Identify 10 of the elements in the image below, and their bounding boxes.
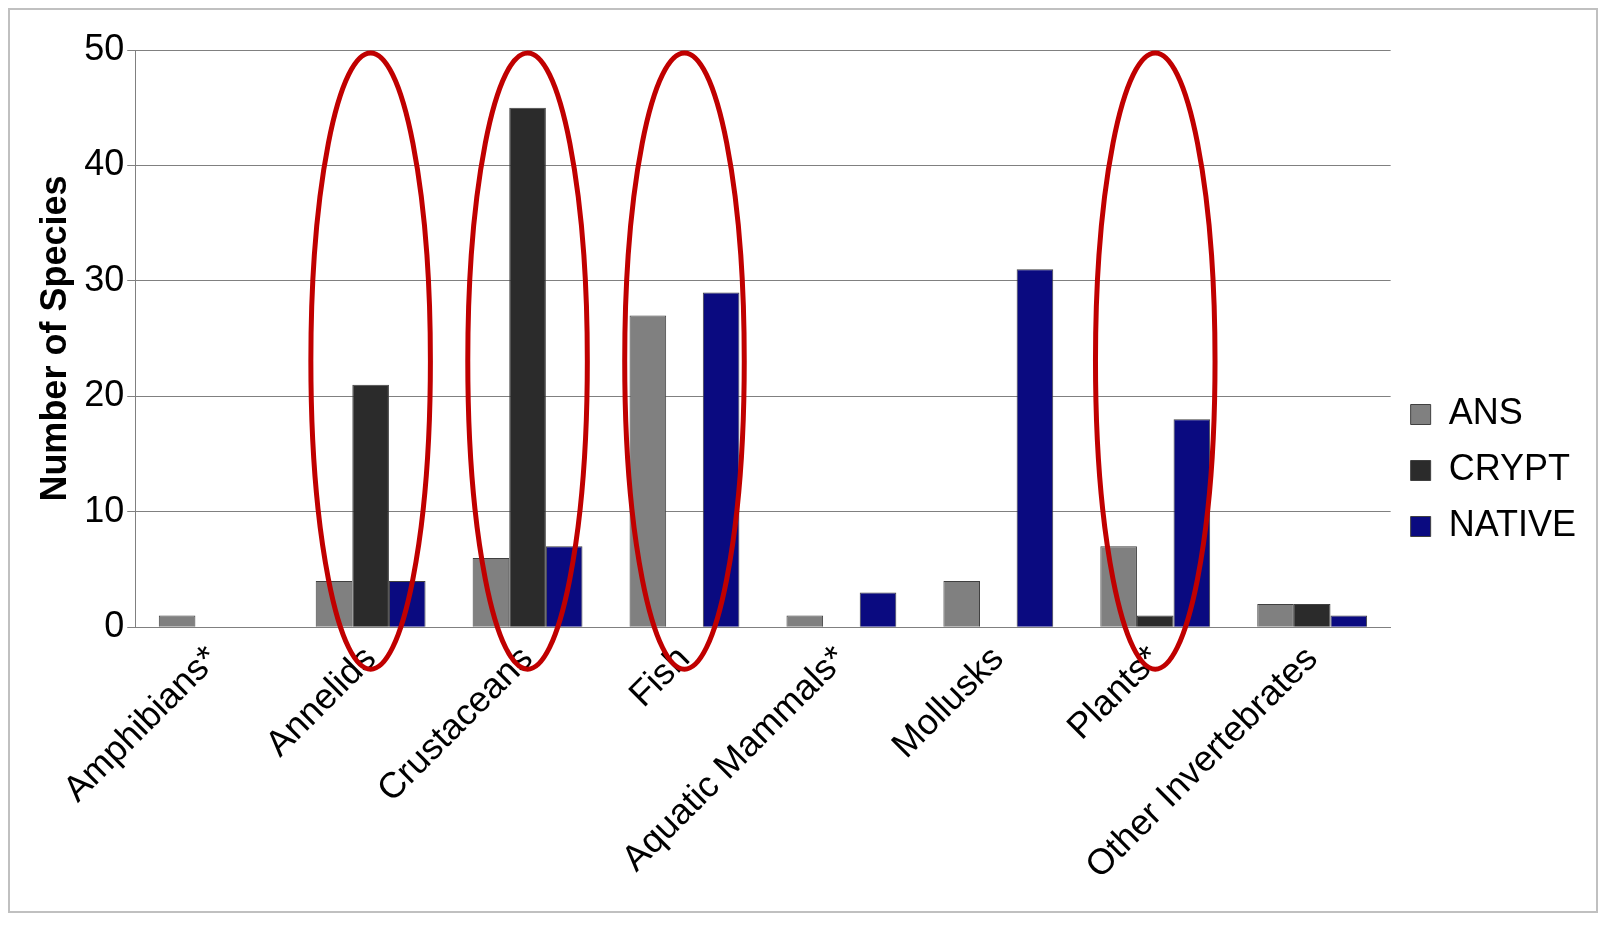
legend-label: ANS bbox=[1448, 391, 1523, 433]
y-tick-label: 0 bbox=[104, 604, 125, 646]
y-tick-label: 30 bbox=[84, 257, 125, 299]
legend-label: CRYPT bbox=[1448, 447, 1571, 489]
y-axis-title: Number of Species bbox=[32, 175, 74, 502]
y-tick-label: 40 bbox=[84, 142, 125, 184]
y-tick-label: 10 bbox=[84, 488, 125, 530]
y-tick-label: 50 bbox=[84, 26, 125, 68]
legend-label: NATIVE bbox=[1448, 503, 1577, 545]
y-tick-label: 20 bbox=[84, 373, 125, 415]
